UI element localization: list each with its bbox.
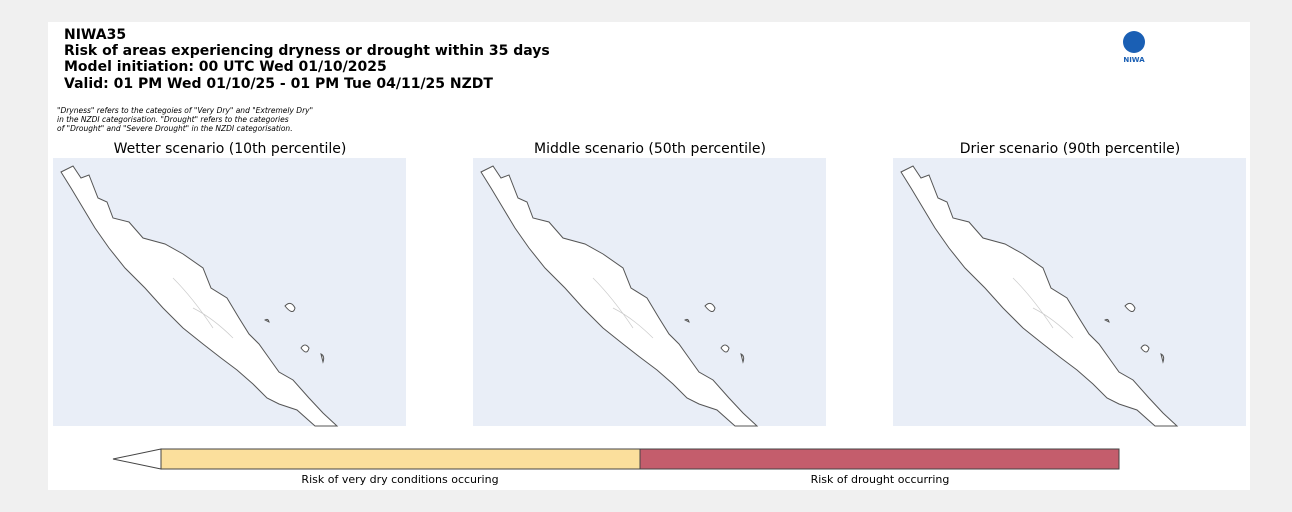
- legend-label: Risk of very dry conditions occuring: [301, 473, 498, 486]
- note-line: in the NZDI categorisation. "Drought" re…: [57, 115, 289, 124]
- panel-title: Middle scenario (50th percentile): [534, 141, 766, 157]
- header-line: NIWA35: [64, 27, 126, 43]
- legend-label: Risk of drought occurring: [811, 473, 950, 486]
- legend-swatch: [639, 448, 1120, 470]
- logo-icon: [1123, 31, 1145, 53]
- map: [52, 157, 407, 427]
- panel-title: Wetter scenario (10th percentile): [114, 141, 347, 157]
- header-line: Risk of areas experiencing dryness or dr…: [64, 43, 550, 59]
- header-line: Valid: 01 PM Wed 01/10/25 - 01 PM Tue 04…: [64, 76, 493, 92]
- note-line: of "Drought" and "Severe Drought" in the…: [57, 124, 293, 133]
- map: [472, 157, 827, 427]
- header-line: Model initiation: 00 UTC Wed 01/10/2025: [64, 59, 387, 75]
- legend-swatch: [160, 448, 641, 470]
- note-line: "Dryness" refers to the categoies of "Ve…: [57, 106, 313, 115]
- logo-text: NIWA: [1123, 56, 1145, 64]
- panel-title: Drier scenario (90th percentile): [960, 141, 1181, 157]
- map: [892, 157, 1247, 427]
